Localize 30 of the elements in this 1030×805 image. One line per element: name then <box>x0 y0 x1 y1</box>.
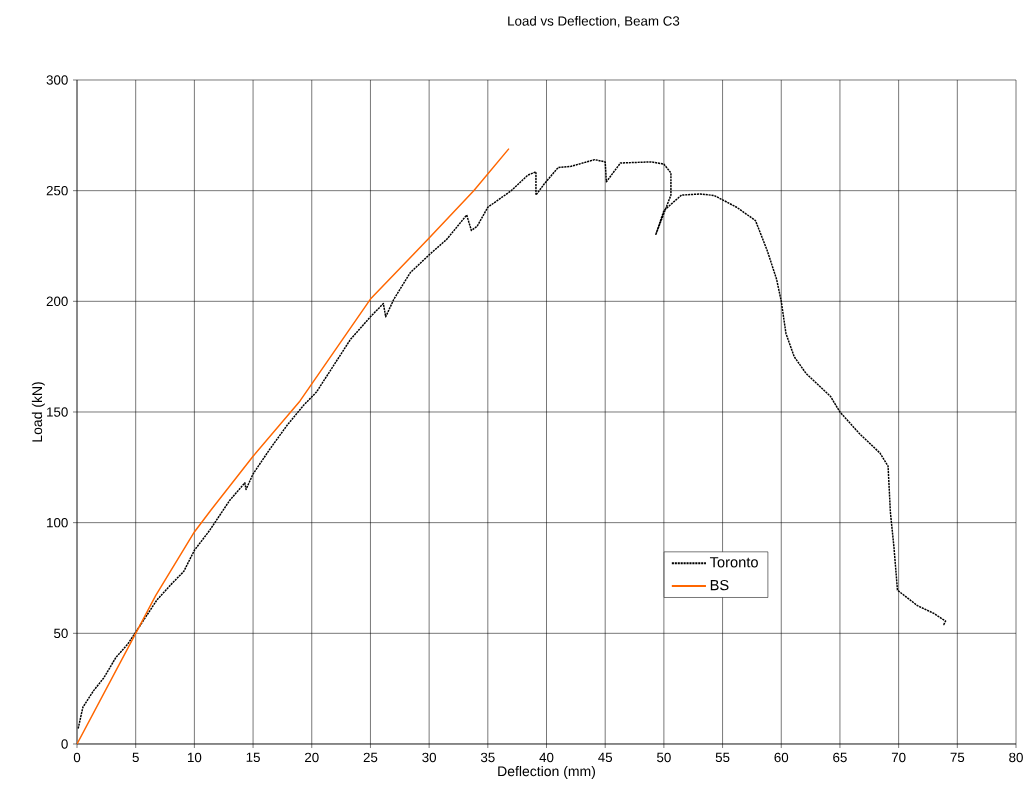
x-tick-label: 60 <box>774 752 789 763</box>
y-tick-label: 50 <box>54 628 68 639</box>
legend-label: BS <box>710 579 729 591</box>
legend-label: Toronto <box>709 557 758 568</box>
y-tick-label: 200 <box>46 296 68 307</box>
chart-title: Load vs Deflection, Beam C3 <box>508 15 680 28</box>
y-tick-label: 0 <box>61 739 68 749</box>
x-tick-label: 20 <box>305 752 319 763</box>
y-tick-label: 100 <box>47 517 68 528</box>
x-tick-label: 40 <box>539 752 554 763</box>
x-tick-label: 15 <box>246 752 260 762</box>
x-tick-label: 45 <box>598 752 613 762</box>
y-axis-title: Load (kN) <box>31 382 45 442</box>
y-tick-label: 250 <box>46 185 68 196</box>
x-tick-label: 35 <box>480 752 495 763</box>
x-tick-label: 70 <box>891 752 906 763</box>
x-tick-label: 30 <box>422 752 437 763</box>
x-tick-label: 10 <box>187 752 202 763</box>
y-tick-label: 300 <box>46 75 68 85</box>
x-tick-label: 65 <box>833 752 847 763</box>
x-tick-label: 55 <box>715 752 730 762</box>
x-tick-label: 5 <box>132 752 139 762</box>
line-series <box>77 147 510 744</box>
x-tick-label: 0 <box>73 752 81 763</box>
x-axis-title: Deflection (mm) <box>498 765 595 780</box>
y-tick-label: 150 <box>47 407 68 417</box>
x-tick-label: 50 <box>657 752 671 763</box>
x-tick-label: 80 <box>1009 752 1023 763</box>
x-tick-label: 25 <box>363 752 378 763</box>
x-tick-label: 75 <box>950 752 965 762</box>
